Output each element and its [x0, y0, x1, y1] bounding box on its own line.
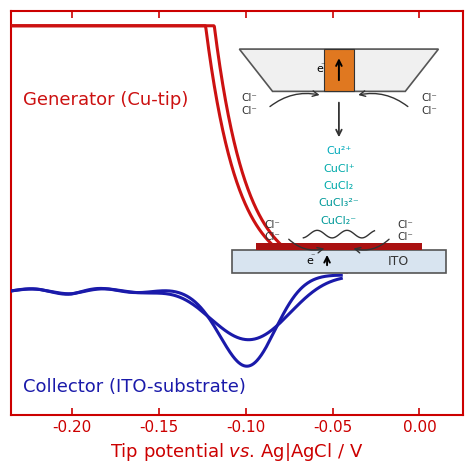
Text: Cl⁻: Cl⁻: [264, 220, 281, 230]
Bar: [323, 49, 354, 91]
Text: ⁻: ⁻: [310, 252, 315, 261]
Text: Cl⁻: Cl⁻: [241, 93, 257, 103]
Bar: [256, 243, 422, 250]
Text: e: e: [306, 255, 313, 265]
Text: CuCl₂: CuCl₂: [324, 181, 354, 191]
Text: Cl⁻: Cl⁻: [421, 93, 437, 103]
Text: CuCl⁺: CuCl⁺: [323, 164, 355, 173]
Text: CuCl₃²⁻: CuCl₃²⁻: [319, 199, 359, 209]
Text: Collector (ITO-substrate): Collector (ITO-substrate): [23, 378, 246, 396]
Text: CuCl₂⁻: CuCl₂⁻: [321, 216, 357, 226]
Text: ⁻: ⁻: [321, 61, 325, 69]
X-axis label: Tip potential $\it{vs}$. Ag|AgCl / V: Tip potential $\it{vs}$. Ag|AgCl / V: [110, 441, 364, 463]
Polygon shape: [239, 49, 438, 91]
Text: Cl⁻: Cl⁻: [397, 232, 413, 243]
Text: Cu²⁺: Cu²⁺: [326, 146, 352, 156]
Text: Cl⁻: Cl⁻: [241, 106, 257, 116]
Bar: [323, 49, 354, 91]
Text: Cl⁻: Cl⁻: [264, 232, 281, 243]
Text: ITO: ITO: [388, 255, 409, 268]
Text: Generator (Cu-tip): Generator (Cu-tip): [23, 91, 189, 109]
Bar: [232, 250, 446, 273]
Text: Cl⁻: Cl⁻: [421, 106, 437, 116]
Text: e: e: [317, 64, 323, 74]
Text: Cl⁻: Cl⁻: [397, 220, 413, 230]
